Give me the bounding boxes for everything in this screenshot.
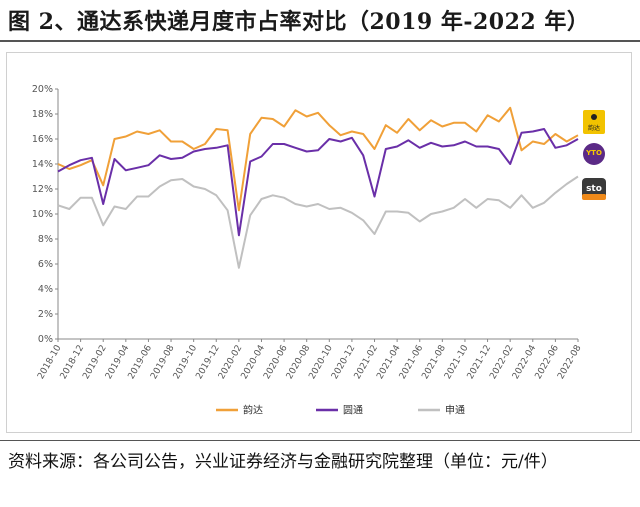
series-line-韵达 (57, 106, 579, 212)
legend-label-圆通: 圆通 (343, 405, 363, 417)
y-axis-ticks: 0% 2% 4% 6% 8% 10% 12% 14% 16% 18% 20% (32, 84, 58, 345)
y-tick-label: 18% (32, 109, 53, 120)
footer-divider (0, 440, 640, 441)
y-tick-label: 16% (32, 134, 53, 145)
sto-logo-stripe (582, 194, 606, 200)
chart-frame (6, 52, 632, 433)
y-tick-label: 6% (38, 259, 53, 270)
yto-logo-text: YTO (585, 149, 602, 157)
series-lines (57, 106, 579, 269)
y-tick-label: 8% (38, 234, 53, 245)
market-share-line-chart: 0% 2% 4% 6% 8% 10% 12% 14% 16% 18% 20% 2018-102018… (32, 84, 606, 417)
y-tick-label: 4% (38, 284, 53, 295)
source-note: 资料来源：各公司公告，兴业证券经济与金融研究院整理（单位：元/件） (8, 452, 558, 472)
chart-axes (57, 89, 578, 340)
title-divider (0, 40, 640, 42)
yto-logo-icon (583, 143, 605, 165)
x-axis-ticks: 2018-102018-122019-022019-042019-062019-… (36, 339, 584, 381)
figure-title: 图 2、通达系快递月度市占率对比（2019 年-2022 年） (8, 9, 590, 35)
legend-label-申通: 申通 (445, 404, 465, 417)
y-tick-label: 20% (32, 84, 53, 95)
chart-legend: 韵达 圆通 申通 (216, 404, 465, 417)
series-line-申通 (57, 175, 579, 269)
series-line-圆通 (57, 128, 579, 237)
legend-label-韵达: 韵达 (243, 404, 263, 417)
yunda-logo-icon (583, 110, 605, 134)
y-tick-label: 12% (32, 184, 53, 195)
y-tick-label: 0% (38, 334, 53, 345)
yunda-logo-text: 韵达 (588, 124, 600, 132)
y-tick-label: 14% (32, 159, 53, 170)
y-tick-label: 2% (38, 309, 53, 320)
company-logos: 韵达 YTO sto (582, 110, 606, 200)
y-tick-label: 10% (32, 209, 53, 220)
yunda-logo-mark (591, 114, 597, 120)
sto-logo-text: sto (586, 184, 602, 194)
